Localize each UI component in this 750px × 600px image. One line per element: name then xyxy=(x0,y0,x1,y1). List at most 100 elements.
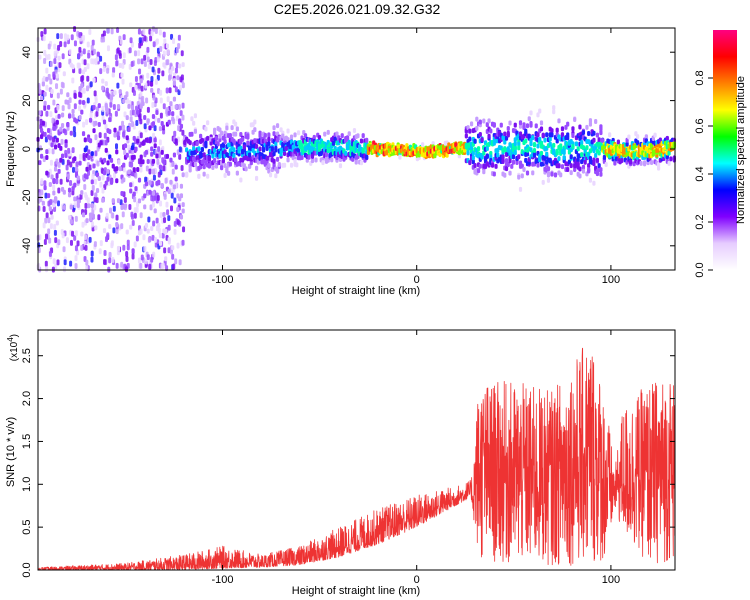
heatmap-cell xyxy=(94,134,98,141)
heatmap-cell xyxy=(47,228,51,235)
heatmap-cell xyxy=(555,138,559,144)
heatmap-cell xyxy=(157,179,161,185)
heatmap-cell xyxy=(303,133,308,139)
heatmap-cell xyxy=(232,147,236,153)
heatmap-cell xyxy=(644,134,648,140)
heatmap-cell xyxy=(275,168,280,174)
snr-scale-exponent: 4 xyxy=(6,337,15,342)
heatmap-cell xyxy=(171,161,175,168)
heatmap-cell xyxy=(133,241,137,248)
heatmap-cell xyxy=(179,123,184,129)
heatmap-cell xyxy=(282,162,287,168)
heatmap-cell xyxy=(60,138,64,145)
heatmap-cell xyxy=(83,184,87,191)
heatmap-cell xyxy=(73,234,77,241)
heatmap-cell xyxy=(566,166,570,172)
heatmap-cell xyxy=(123,143,128,149)
heatmap-cell xyxy=(501,154,505,160)
heatmap-cell xyxy=(340,133,344,139)
heatmap-cell xyxy=(153,125,157,132)
heatmap-cell xyxy=(85,259,89,266)
heatmap-cell xyxy=(150,256,154,263)
heatmap-cell xyxy=(134,172,138,179)
heatmap-cell xyxy=(67,192,72,198)
heatmap-cell xyxy=(312,134,316,140)
heatmap-cell xyxy=(85,174,89,180)
heatmap-cell xyxy=(153,143,157,149)
heatmap-cell xyxy=(60,112,65,118)
heatmap-cell xyxy=(133,50,137,57)
heatmap-cell xyxy=(134,186,138,192)
heatmap-cell xyxy=(508,170,512,176)
heatmap-cell xyxy=(129,188,133,194)
spectrogram-x-ticks: -100 0 100 xyxy=(211,28,620,286)
heatmap-cell xyxy=(170,205,174,212)
heatmap-cell xyxy=(286,157,290,163)
heatmap-cell xyxy=(546,177,551,183)
heatmap-cell xyxy=(154,78,158,85)
heatmap-cell xyxy=(223,139,227,145)
heatmap-cell xyxy=(517,174,521,180)
heatmap-cell xyxy=(524,138,528,144)
heatmap-cell xyxy=(48,206,52,212)
heatmap-cell xyxy=(149,35,153,42)
heatmap-cell xyxy=(56,104,60,111)
heatmap-cell xyxy=(169,101,173,107)
heatmap-cell xyxy=(588,177,593,183)
heatmap-cell xyxy=(541,179,545,185)
heatmap-cell xyxy=(55,178,59,185)
heatmap-cell xyxy=(587,167,591,173)
heatmap-cell xyxy=(48,237,52,244)
x-tick-label: 100 xyxy=(602,274,620,286)
heatmap-cell xyxy=(592,161,596,167)
heatmap-cell xyxy=(489,128,493,134)
heatmap-cell xyxy=(114,54,118,61)
heatmap-cell xyxy=(162,212,166,218)
heatmap-cell xyxy=(41,81,45,87)
heatmap-cell xyxy=(139,262,143,269)
heatmap-cell xyxy=(132,167,136,173)
heatmap-cell xyxy=(176,75,180,81)
heatmap-cell xyxy=(279,151,283,157)
heatmap-cell xyxy=(62,246,66,253)
heatmap-cell xyxy=(46,193,51,199)
heatmap-cell xyxy=(86,41,90,48)
heatmap-cell xyxy=(359,138,364,144)
heatmap-cell xyxy=(569,163,573,169)
heatmap-cell xyxy=(531,135,535,141)
heatmap-cell xyxy=(162,62,166,68)
heatmap-cell xyxy=(96,160,100,167)
heatmap-cell xyxy=(91,39,95,46)
heatmap-cell xyxy=(67,113,72,119)
heatmap-cell xyxy=(113,90,117,96)
heatmap-cell xyxy=(143,193,147,199)
heatmap-cell xyxy=(532,142,537,148)
heatmap-cell xyxy=(109,101,113,108)
heatmap-cell xyxy=(476,146,481,152)
heatmap-cell xyxy=(128,47,132,54)
heatmap-cell xyxy=(59,88,63,95)
y-tick-label: 0.5 xyxy=(21,519,33,534)
heatmap-cell xyxy=(148,125,152,131)
heatmap-cell xyxy=(39,128,44,134)
heatmap-cell xyxy=(213,130,217,136)
heatmap-cell xyxy=(161,232,165,239)
heatmap-cell xyxy=(468,128,472,134)
heatmap-cell xyxy=(102,228,107,234)
heatmap-cell xyxy=(163,217,167,224)
heatmap-cell xyxy=(45,154,49,160)
heatmap-cell xyxy=(143,114,147,120)
heatmap-cell xyxy=(326,129,330,135)
heatmap-cell xyxy=(167,237,171,243)
heatmap-cell xyxy=(46,104,51,110)
heatmap-cell xyxy=(113,132,117,138)
heatmap-cell xyxy=(143,245,147,252)
heatmap-cell xyxy=(546,170,551,176)
heatmap-cell xyxy=(86,63,90,70)
heatmap-cell xyxy=(144,176,148,183)
heatmap-cell xyxy=(539,126,544,132)
heatmap-cell xyxy=(49,223,53,230)
heatmap-cell xyxy=(45,212,49,219)
heatmap-cell xyxy=(39,153,44,159)
heatmap-cell xyxy=(121,78,125,85)
